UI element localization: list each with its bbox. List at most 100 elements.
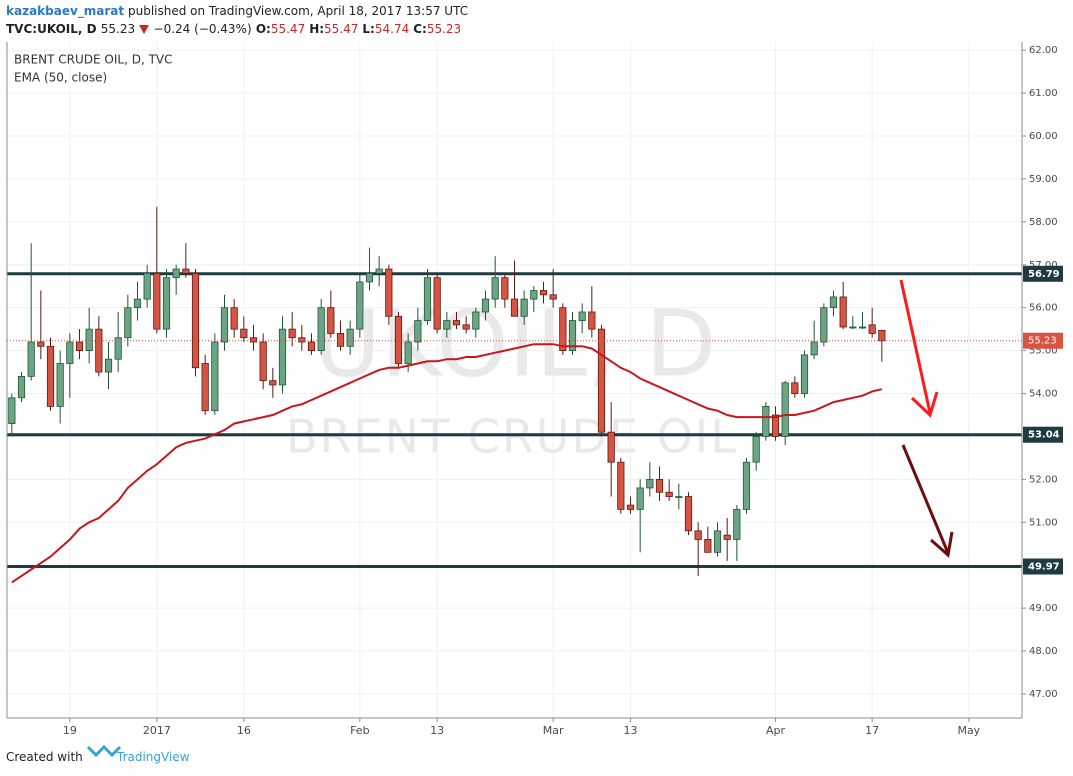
candle-body	[404, 341, 412, 364]
symbol: TVC:UKOIL, D	[6, 22, 97, 36]
x-tick-label: Feb	[350, 724, 369, 737]
footer-created: Created with	[6, 750, 83, 764]
candle-body	[694, 530, 702, 540]
legend-ema: EMA (50, close)	[14, 71, 107, 85]
candle-body	[636, 487, 644, 510]
candle-body	[501, 277, 509, 300]
candle-body	[133, 298, 142, 309]
candle-body	[800, 354, 809, 394]
author: kazakbaev_marat	[6, 4, 125, 18]
level-label-box	[1023, 558, 1063, 575]
candle-body	[742, 461, 751, 510]
watermark: BRENT CRUDE OIL	[286, 410, 738, 464]
level-label: 53.04	[1028, 430, 1060, 441]
x-tick-label: Apr	[766, 724, 786, 737]
candle-body	[75, 341, 84, 351]
candle-body	[27, 341, 35, 377]
ohlc: O:55.47 H:55.47 L:54.74 C:55.23	[256, 22, 465, 36]
level-label-box	[1023, 426, 1063, 443]
candle-body	[114, 337, 122, 360]
candle-body	[568, 320, 577, 351]
candle-body	[423, 277, 432, 321]
candle-body	[646, 478, 654, 489]
x-tick-label: 17	[865, 724, 879, 737]
y-tick-label: 56.00	[1029, 303, 1058, 314]
candle-body	[66, 341, 74, 364]
candle-body	[733, 509, 741, 540]
header-line-2: TVC:UKOIL, D 55.23 −0.24 (−0.43%) O:55.4…	[6, 22, 465, 36]
candle-body	[559, 307, 567, 351]
brand-logo	[86, 744, 122, 758]
y-tick-label: 51.00	[1029, 517, 1058, 528]
candle-body	[868, 324, 876, 334]
candle-body	[617, 461, 625, 510]
candle-body	[462, 324, 470, 330]
last-price-label: 55.23	[1028, 336, 1057, 347]
candle-body	[394, 315, 403, 364]
candle-body	[762, 405, 770, 437]
candle-body	[597, 328, 606, 433]
candle-body	[201, 363, 209, 412]
y-tick-label: 59.00	[1029, 174, 1058, 185]
y-tick-label: 57.00	[1029, 260, 1058, 271]
candle-body	[336, 333, 345, 347]
candle-body	[704, 539, 712, 553]
candle-body	[878, 330, 886, 342]
candle-body	[153, 272, 161, 330]
y-tick-label: 62.00	[1029, 45, 1058, 56]
candle-body	[346, 328, 354, 347]
candle-body	[230, 307, 238, 330]
candle-body	[578, 311, 586, 321]
candle-body	[327, 307, 335, 334]
candle-body	[839, 296, 847, 328]
price: 55.23	[100, 22, 136, 36]
candle-body	[307, 341, 316, 351]
candle-body	[684, 496, 693, 532]
y-tick-label: 47.00	[1029, 689, 1058, 700]
candle-body	[771, 414, 780, 437]
y-tick-label: 54.00	[1029, 389, 1058, 400]
candle-body	[849, 326, 857, 329]
level-label: 56.79	[1028, 269, 1060, 280]
candle-body	[56, 363, 64, 407]
candle-body	[723, 534, 731, 540]
candle-body	[791, 382, 799, 394]
published: published on TradingView.com, April 18, …	[127, 4, 469, 18]
candle-body	[85, 328, 93, 351]
candle-body	[781, 382, 789, 437]
level-label: 49.97	[1028, 561, 1060, 572]
y-tick-label: 52.00	[1029, 474, 1058, 485]
marks	[7, 206, 1022, 584]
candle-body	[104, 358, 113, 373]
candle-body	[858, 326, 867, 329]
x-tick-label: 16	[237, 724, 251, 737]
arrow-head	[930, 531, 954, 558]
y-tick-label: 60.00	[1029, 131, 1058, 142]
ohlc-key: O:	[255, 22, 271, 36]
candle-body	[240, 328, 248, 339]
candle-body	[17, 375, 26, 399]
candle-body	[675, 496, 683, 498]
candle-body	[269, 380, 277, 386]
x-tick-label: 13	[430, 724, 444, 737]
candle-body	[829, 296, 838, 309]
y-axis-panel	[1022, 42, 1073, 718]
x-tick-label: 2017	[143, 724, 171, 737]
arrow-head	[910, 391, 939, 418]
candle-body	[288, 328, 296, 339]
candle-body	[191, 272, 200, 369]
candle-body	[46, 345, 55, 407]
ohlc-value: 54.74	[374, 22, 410, 36]
ohlc-key: C:	[413, 22, 427, 36]
candle-body	[539, 290, 548, 296]
candle-body	[278, 328, 287, 386]
candle-body	[259, 341, 267, 382]
candle-body	[481, 298, 490, 313]
header-line-1: kazakbaev_marat published on TradingView…	[6, 4, 468, 18]
candle-body	[820, 307, 828, 343]
axes: 47.0048.0049.0050.0051.0052.0053.0054.00…	[63, 45, 1063, 737]
x-tick-label: Mar	[543, 724, 564, 737]
candle-body	[810, 341, 818, 356]
candle-body	[249, 337, 258, 343]
